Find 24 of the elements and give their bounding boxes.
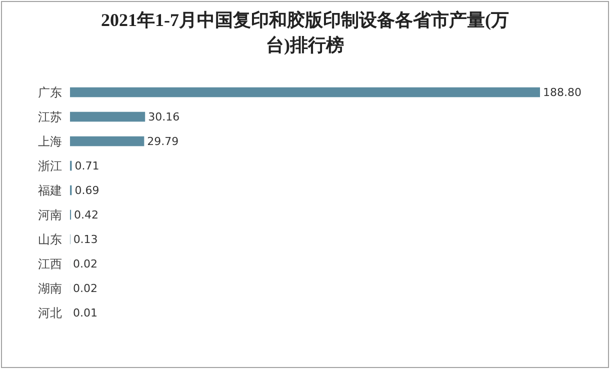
bar bbox=[70, 112, 146, 122]
y-tick-label: 山东 bbox=[38, 232, 62, 246]
y-tick-label: 江西 bbox=[38, 256, 62, 271]
data-label: 0.71 bbox=[74, 160, 100, 173]
data-label: 0.02 bbox=[73, 282, 98, 296]
data-label: 0.01 bbox=[73, 306, 98, 320]
y-tick-label: 河南 bbox=[38, 208, 62, 222]
bar bbox=[70, 136, 144, 146]
y-tick-label: 上海 bbox=[38, 134, 62, 148]
bar bbox=[70, 87, 540, 98]
y-tick-label: 江苏 bbox=[38, 110, 62, 124]
data-label: 0.13 bbox=[73, 233, 98, 246]
y-tick-label: 广东 bbox=[38, 85, 62, 100]
data-label: 29.79 bbox=[147, 135, 179, 148]
data-label: 0.02 bbox=[73, 258, 98, 271]
data-label: 30.16 bbox=[148, 110, 180, 124]
y-tick-label: 浙江 bbox=[38, 158, 62, 173]
data-label: 188.80 bbox=[543, 86, 582, 100]
data-label: 0.69 bbox=[74, 184, 100, 198]
y-tick-label: 湖南 bbox=[38, 281, 62, 296]
chart-title: 2021年1-7月中国复印和胶版印制设备各省市产量(万台)排行榜 bbox=[101, 10, 509, 55]
y-tick-label: 福建 bbox=[38, 183, 62, 198]
y-tick-label: 河北 bbox=[38, 306, 62, 320]
data-label: 0.42 bbox=[74, 208, 99, 222]
